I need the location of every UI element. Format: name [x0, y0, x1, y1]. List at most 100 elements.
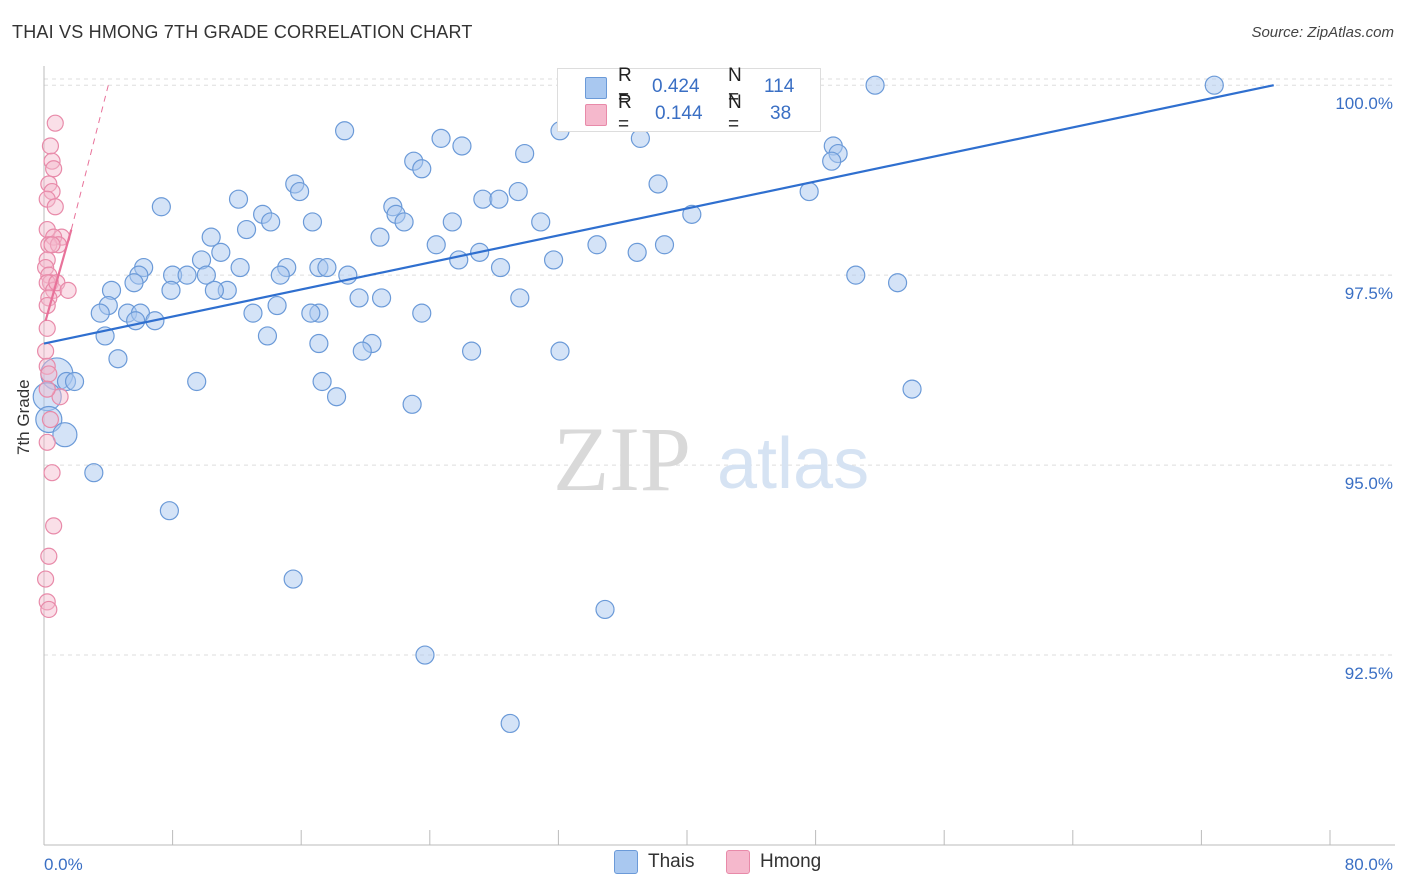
thais-point: [865, 75, 885, 95]
hmong-point: [43, 236, 61, 254]
n-label: N =: [728, 92, 742, 135]
thais-point: [648, 174, 668, 194]
thais-point: [510, 288, 530, 308]
thais-point: [302, 212, 323, 232]
thais-point: [151, 197, 171, 217]
hmong-point: [38, 380, 56, 398]
thais-point: [187, 371, 207, 392]
thais-point: [452, 136, 472, 156]
thais-point: [415, 645, 435, 665]
thais-point: [508, 181, 528, 202]
thais-point: [449, 250, 469, 270]
thais-point: [1204, 75, 1224, 95]
gridlines: [44, 78, 1395, 656]
thais-point: [595, 599, 615, 620]
thais-point: [630, 128, 650, 148]
hmong-point: [37, 570, 55, 588]
hmong-point: [40, 547, 58, 565]
thais-point: [201, 227, 221, 247]
thais-point: [402, 394, 422, 414]
thais-point: [64, 371, 85, 392]
thais-point: [261, 212, 281, 232]
hmong-trend-line: [44, 229, 73, 322]
thais-point: [312, 371, 332, 392]
thais-point: [335, 121, 355, 141]
axes: [43, 66, 1395, 846]
thais-point: [159, 501, 179, 521]
hmong-point: [45, 517, 63, 535]
thais-point: [161, 280, 181, 300]
hmong-point: [46, 198, 64, 216]
hmong-point: [59, 281, 77, 299]
y-tick-label: 92.5%: [1345, 664, 1393, 683]
thais-point: [412, 159, 432, 179]
thais-point: [317, 257, 337, 278]
y-tick-label: 100.0%: [1335, 94, 1393, 113]
tick-labels: 92.5% 95.0% 97.5% 100.0% 0.0% 80.0%: [44, 94, 1393, 874]
thais-point: [682, 204, 702, 224]
thais-point: [228, 189, 249, 209]
thais-point: [887, 273, 908, 293]
thais-point: [283, 569, 303, 589]
hmong-point: [41, 137, 60, 155]
thais-swatch: [585, 77, 607, 99]
thais-point: [543, 250, 564, 270]
chart-title: THAI VS HMONG 7TH GRADE CORRELATION CHAR…: [12, 22, 473, 42]
hmong-points: [37, 114, 77, 619]
thais-point: [846, 265, 866, 285]
hmong-legend-swatch: [726, 850, 750, 874]
r-label: R =: [618, 92, 632, 135]
hmong-point: [41, 410, 60, 429]
thais-point: [442, 212, 462, 232]
legend-item-thais[interactable]: Thais: [614, 850, 694, 874]
thais-point: [799, 181, 819, 202]
hmong-point: [40, 365, 58, 383]
thais-point: [84, 463, 104, 483]
thais-point: [301, 303, 321, 323]
hmong-point: [37, 342, 55, 360]
thais-point: [177, 265, 197, 285]
hmong-trend-extension: [70, 85, 109, 230]
legend-label-hmong: Hmong: [760, 851, 822, 872]
thais-points: [32, 75, 1224, 734]
n-label: N =: [728, 65, 742, 108]
y-tick-label: 95.0%: [1345, 474, 1393, 493]
thais-point: [822, 151, 842, 171]
thais-point: [108, 349, 128, 369]
thais-point: [270, 265, 290, 285]
source-credit: Source: ZipAtlas.com: [1251, 24, 1394, 41]
r-value: 0.144: [655, 103, 703, 124]
thais-point: [349, 288, 369, 308]
thais-point: [394, 212, 414, 232]
thais-trend-line: [43, 84, 1274, 345]
legend-item-hmong[interactable]: Hmong: [726, 850, 821, 874]
thais-point: [654, 235, 675, 255]
thais-point: [426, 235, 446, 255]
thais-point: [126, 311, 146, 331]
stats-legend: R = 0.424 N = 114 R = 0.144 N = 38: [557, 65, 821, 135]
thais-point: [267, 295, 287, 316]
thais-point: [124, 273, 144, 293]
thais-point: [902, 379, 922, 399]
trend-lines: [43, 84, 1274, 345]
thais-legend-swatch: [614, 850, 638, 874]
thais-point: [550, 341, 570, 361]
thais-point: [370, 227, 390, 247]
thais-point: [431, 128, 451, 148]
thais-point: [230, 257, 250, 278]
hmong-point: [43, 464, 61, 482]
x-tick-label: 0.0%: [44, 855, 83, 874]
thais-point: [412, 303, 432, 323]
r-label: R =: [618, 65, 632, 108]
hmong-point: [40, 600, 58, 619]
watermark-atlas: atlas: [717, 424, 869, 504]
y-axis-label: 7th Grade: [14, 379, 33, 455]
n-value: 114: [764, 76, 795, 97]
thais-point: [243, 303, 263, 323]
watermark-zip: ZIP: [553, 408, 691, 510]
thais-point: [489, 189, 509, 209]
thais-point: [52, 422, 78, 448]
hmong-point: [45, 160, 63, 178]
n-value: 38: [770, 103, 792, 124]
